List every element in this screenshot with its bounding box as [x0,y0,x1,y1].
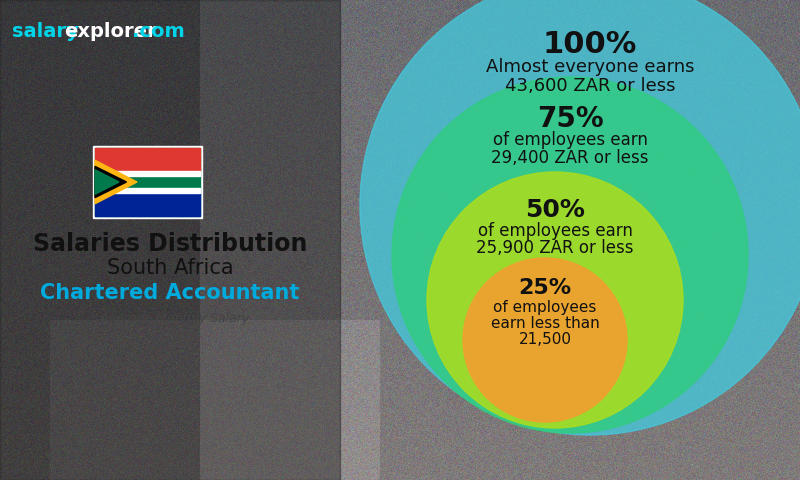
Text: 50%: 50% [525,198,585,222]
Text: Salaries Distribution: Salaries Distribution [33,232,307,256]
Polygon shape [95,167,126,198]
Text: 100%: 100% [543,30,637,59]
Text: * Average Monthly Salary: * Average Monthly Salary [90,312,250,325]
Text: 25,900 ZAR or less: 25,900 ZAR or less [476,239,634,257]
Text: of employees earn: of employees earn [493,131,647,149]
Bar [95,148,200,171]
Text: 75%: 75% [537,105,603,133]
FancyBboxPatch shape [0,0,340,480]
Text: Chartered Accountant: Chartered Accountant [40,283,300,303]
Text: 29,400 ZAR or less: 29,400 ZAR or less [491,149,649,167]
Circle shape [427,172,683,428]
Bar [95,148,200,216]
Polygon shape [95,170,119,194]
Text: Almost everyone earns: Almost everyone earns [486,58,694,76]
Text: of employees: of employees [494,300,597,315]
Text: 43,600 ZAR or less: 43,600 ZAR or less [505,77,675,95]
Text: .com: .com [132,22,185,41]
Circle shape [463,258,627,422]
Text: of employees earn: of employees earn [478,222,633,240]
Text: 21,500: 21,500 [518,332,571,347]
Circle shape [392,77,748,433]
Text: explorer: explorer [64,22,157,41]
Bar [93,146,202,218]
Text: South Africa: South Africa [106,258,234,278]
Bar [95,193,200,216]
Bar [95,188,200,193]
Text: 25%: 25% [518,278,571,298]
Polygon shape [95,160,137,204]
Text: earn less than: earn less than [490,316,599,331]
Circle shape [360,0,800,435]
Text: salary: salary [12,22,78,41]
Bar [95,171,200,176]
